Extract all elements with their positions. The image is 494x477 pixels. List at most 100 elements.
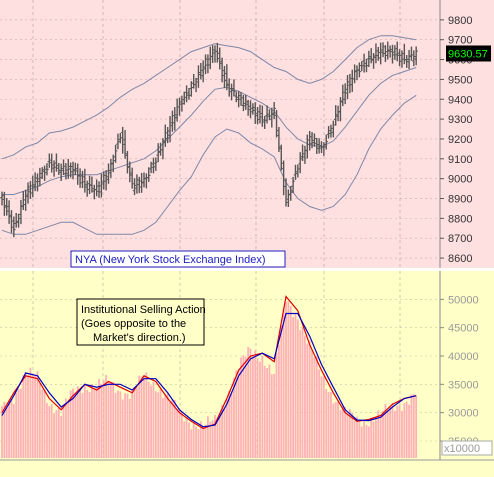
- volume-bar: [48, 406, 51, 458]
- price-bar: [23, 189, 28, 211]
- price-bar: [196, 65, 201, 88]
- volume-bar: [112, 382, 115, 458]
- volume-bar: [396, 406, 399, 458]
- price-bar: [35, 173, 40, 192]
- volume-bar: [17, 389, 20, 458]
- volume-bar: [128, 398, 131, 458]
- price-bar: [293, 164, 298, 180]
- price-bar: [45, 163, 49, 176]
- price-tick-label: 8800: [448, 213, 472, 225]
- volume-bar: [273, 373, 276, 458]
- price-bar: [210, 45, 215, 63]
- annotation-border: [76, 298, 205, 346]
- volume-tick-label: 35000: [448, 379, 479, 391]
- volume-bar: [410, 394, 413, 458]
- volume-bar: [162, 397, 164, 458]
- volume-bar: [124, 393, 126, 458]
- volume-bar: [31, 373, 34, 458]
- price-bar: [156, 143, 160, 163]
- price-bar: [217, 47, 222, 70]
- price-bar: [267, 109, 272, 121]
- price-bar: [106, 163, 111, 184]
- volume-bar: [382, 410, 384, 458]
- price-tick-label: 8700: [448, 233, 472, 245]
- volume-bar: [261, 355, 264, 458]
- volume-bar: [249, 348, 252, 458]
- price-bar: [222, 66, 227, 89]
- volume-lines: [1, 295, 417, 430]
- volume-bar: [367, 426, 370, 458]
- price-bar: [109, 158, 113, 178]
- price-bar: [54, 153, 59, 172]
- volume-bar: [3, 401, 6, 458]
- price-bar: [194, 77, 198, 93]
- volume-bar: [79, 389, 81, 458]
- volume-bar: [341, 406, 344, 458]
- volume-bar: [282, 308, 285, 458]
- volume-bar: [325, 388, 328, 458]
- volume-bar: [20, 388, 22, 458]
- price-bar: [236, 90, 241, 108]
- volume-tick-label: 30000: [448, 408, 479, 420]
- price-bar: [343, 83, 347, 105]
- price-bar: [376, 46, 381, 61]
- price-tick-label: 9500: [448, 74, 472, 86]
- price-bar: [87, 175, 92, 195]
- volume-bar: [83, 384, 86, 458]
- volume-bar: [401, 410, 403, 458]
- price-bar: [251, 103, 255, 115]
- volume-bar: [171, 399, 174, 458]
- volume-bar: [349, 409, 351, 458]
- price-bar: [40, 167, 45, 179]
- price-bar: [300, 144, 305, 161]
- volume-bar: [72, 388, 74, 458]
- volume-bar: [133, 388, 136, 458]
- price-bar: [371, 53, 376, 69]
- band-lower-band: [1, 94, 417, 235]
- price-bar: [274, 109, 279, 138]
- price-tick-label: 9800: [448, 15, 472, 27]
- volume-bar: [178, 408, 181, 458]
- price-bar: [338, 97, 343, 122]
- price-bar: [288, 186, 293, 201]
- price-bar: [355, 65, 359, 81]
- price-bar: [57, 162, 61, 175]
- price-bar: [187, 88, 191, 100]
- volume-bar: [287, 301, 290, 458]
- volume-bar: [372, 421, 375, 458]
- price-bar: [85, 180, 89, 197]
- price-tick-label: 9300: [448, 114, 472, 126]
- volume-bar: [67, 400, 70, 458]
- volume-bar: [27, 375, 29, 458]
- volume-bar: [8, 401, 10, 458]
- volume-bar: [228, 390, 231, 458]
- volume-bar: [268, 364, 271, 458]
- price-bar: [357, 62, 362, 78]
- price-bar: [229, 83, 234, 101]
- volume-bar: [65, 398, 67, 458]
- price-bar: [352, 64, 357, 84]
- price-bar: [75, 163, 80, 185]
- volume-line-slow: [1, 312, 417, 428]
- price-bar: [19, 199, 23, 225]
- price-bar: [68, 162, 73, 178]
- price-bar: [113, 144, 118, 163]
- price-bar: [317, 138, 321, 154]
- volume-bar: [147, 381, 150, 458]
- price-bar: [116, 133, 120, 150]
- volume-bar: [240, 357, 242, 458]
- volume-bar: [185, 417, 188, 458]
- price-bar: [262, 115, 267, 129]
- volume-bar: [114, 392, 117, 458]
- volume-bar: [143, 376, 145, 458]
- volume-bar: [285, 301, 287, 458]
- volume-bar: [109, 381, 112, 458]
- last-value-label: 9630.57: [448, 48, 488, 60]
- volume-bar: [145, 372, 148, 458]
- price-bar: [234, 91, 239, 103]
- price-bar: [326, 126, 331, 139]
- volume-bar: [292, 317, 294, 458]
- volume-bar: [34, 376, 37, 458]
- price-bar: [248, 100, 253, 119]
